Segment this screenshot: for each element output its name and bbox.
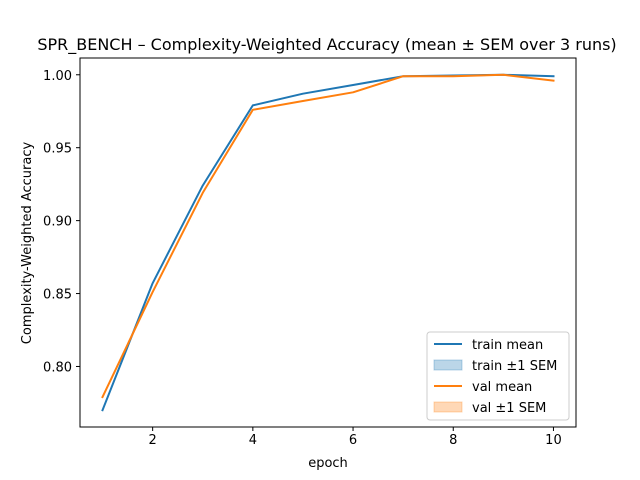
legend-patch-swatch xyxy=(433,401,463,413)
x-axis-label: epoch xyxy=(308,456,348,471)
x-tick-label: 4 xyxy=(249,433,257,448)
plot-area: 2 4 6 8 10 0.80 0.85 0.90 0.95 1.00 xyxy=(43,57,577,448)
legend: train mean train ±1 SEM val mean val ±1 SEM xyxy=(426,331,570,421)
y-axis-label: Complexity-Weighted Accuracy xyxy=(20,142,35,345)
x-tick-label: 8 xyxy=(449,433,457,448)
series-line-val xyxy=(101,73,555,399)
chart-title: SPR_BENCH – Complexity-Weighted Accuracy… xyxy=(37,35,616,55)
y-tick-label: 0.95 xyxy=(43,142,72,157)
y-tick-label: 0.80 xyxy=(43,360,72,375)
x-tick-label: 2 xyxy=(149,433,157,448)
legend-patch-swatch xyxy=(433,359,463,371)
y-tick-label: 1.00 xyxy=(43,69,72,84)
y-tick-label: 0.90 xyxy=(43,215,72,230)
axes-frame xyxy=(79,57,577,428)
legend-box xyxy=(426,331,570,421)
legend-label: train ±1 SEM xyxy=(472,359,557,374)
legend-label: val mean xyxy=(472,380,532,395)
x-tick-label: 10 xyxy=(545,433,562,448)
x-tick-label: 6 xyxy=(349,433,357,448)
legend-label: train mean xyxy=(472,338,543,353)
y-tick-label: 0.85 xyxy=(43,288,72,303)
legend-label: val ±1 SEM xyxy=(472,401,546,416)
